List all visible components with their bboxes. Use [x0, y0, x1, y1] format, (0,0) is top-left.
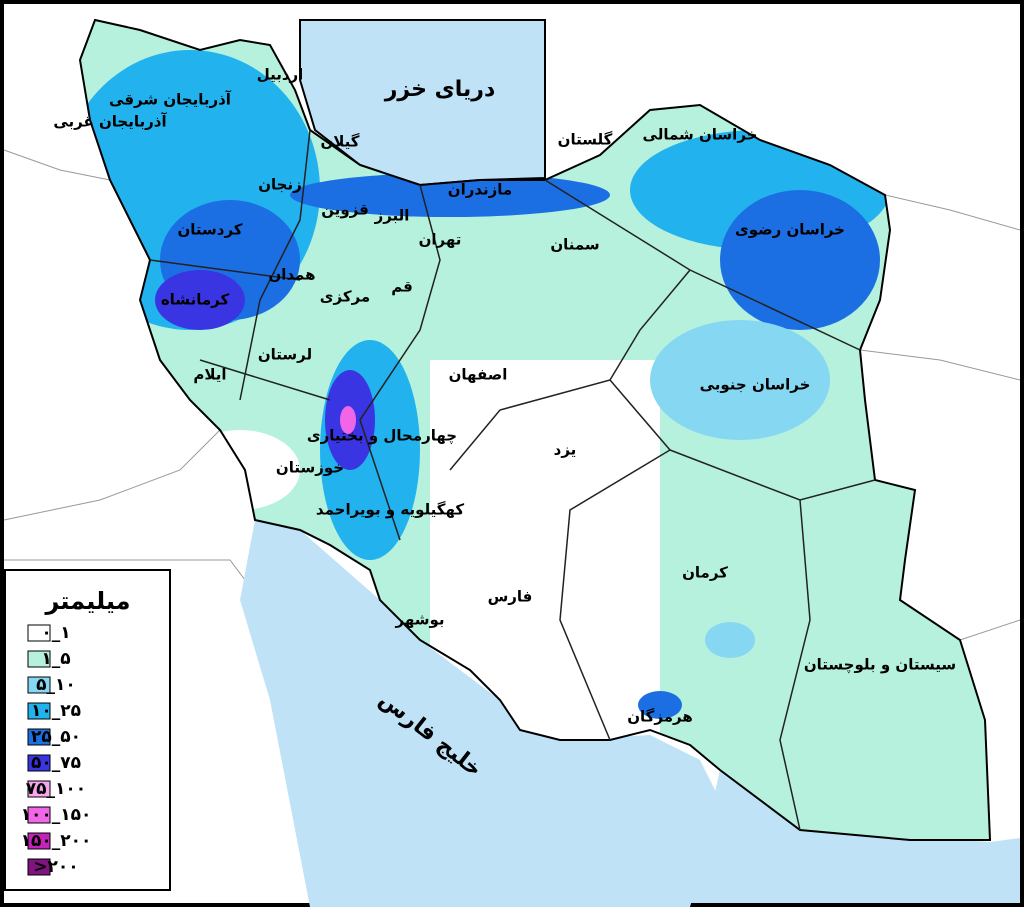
province-label: اصفهان: [449, 366, 508, 384]
legend-label: ۰_۱: [41, 623, 70, 643]
province-label: کردستان: [177, 221, 242, 239]
wet-zone: [340, 406, 356, 434]
legend-label: ۱۰_۲۵: [31, 701, 81, 721]
province-label: همدان: [268, 266, 315, 284]
province-label: سمنان: [550, 236, 599, 254]
province-label: گلستان: [558, 131, 613, 149]
province-borders: [149, 129, 876, 831]
legend-label: ۱۵۰_۲۰۰: [21, 831, 92, 851]
province-label: خراسان شمالی: [643, 126, 758, 144]
province-label: کرمانشاه: [161, 291, 230, 309]
legend-label: ۵۰_۷۵: [31, 753, 81, 773]
province-label: لرستان: [258, 346, 312, 364]
province-label: اردبیل: [257, 66, 304, 84]
sea-label: دریای خزر: [384, 77, 496, 102]
province-label: زنجان: [258, 176, 302, 194]
wet-zone: [720, 190, 880, 330]
wet-zone: [155, 270, 245, 330]
province-label: مازندران: [448, 181, 512, 199]
legend-title: میلیمتر: [44, 587, 130, 615]
wet-zone: [638, 691, 682, 719]
legend-swatch: [27, 728, 51, 746]
legend-label: ۱_۵: [41, 649, 70, 669]
province-label: آذربایجان غربی: [53, 113, 167, 131]
legend-swatch: [27, 780, 51, 798]
legend-label: ۱۰۰_۱۵۰: [21, 805, 92, 825]
province-label: قزوین: [321, 201, 369, 219]
wet-zone: [650, 320, 830, 440]
legend-swatch: [27, 624, 51, 642]
legend-swatch: [27, 806, 51, 824]
province-label: فارس: [488, 588, 533, 606]
legend-swatch: [27, 754, 51, 772]
province-label: خراسان رضوی: [735, 221, 845, 239]
persian-gulf: [240, 520, 720, 907]
legend-swatch: [27, 858, 51, 876]
legend-label: ۲۵_۵۰: [31, 727, 81, 747]
wet-zone: [290, 173, 610, 217]
legend-label: ۵_۱۰: [36, 675, 76, 695]
province-label: آذربایجان شرقی: [109, 91, 232, 109]
province-label: چهارمحال و بختیاری: [307, 427, 457, 446]
province-label: قم: [391, 278, 413, 296]
province-label: مرکزی: [320, 288, 370, 306]
province-label: کهگیلویه و بویراحمد: [316, 501, 464, 519]
province-label: سیستان و بلوچستان: [804, 656, 956, 675]
legend-label: ۷۵_۱۰۰: [26, 779, 86, 799]
legend: میلیمتر ۰_۱ ۱_۵ ۵_۱۰ ۱۰_۲۵ ۲۵_۵۰ ۵۰_۷۵ ۷۵_۱۰۰ ۱…: [4, 569, 171, 891]
legend-swatch: [27, 832, 51, 850]
province-label: ایلام: [193, 366, 226, 384]
province-label: خوزستان: [276, 459, 344, 477]
province-label: البرز: [374, 207, 410, 225]
legend-swatch: [27, 702, 51, 720]
legend-swatch: [27, 676, 51, 694]
province-label: خراسان جنوبی: [700, 376, 811, 394]
province-label: کرمان: [682, 564, 728, 582]
province-label: یزد: [554, 441, 577, 459]
wet-zone: [705, 622, 755, 658]
sea-of-oman: [690, 770, 1020, 903]
province-label: بوشهر: [394, 611, 444, 629]
legend-swatch: [27, 650, 51, 668]
province-label: گیلان: [320, 133, 359, 151]
legend-label: >۲۰۰: [33, 857, 78, 877]
province-label: تهران: [419, 231, 462, 249]
province-label: هرمزگان: [627, 708, 693, 726]
